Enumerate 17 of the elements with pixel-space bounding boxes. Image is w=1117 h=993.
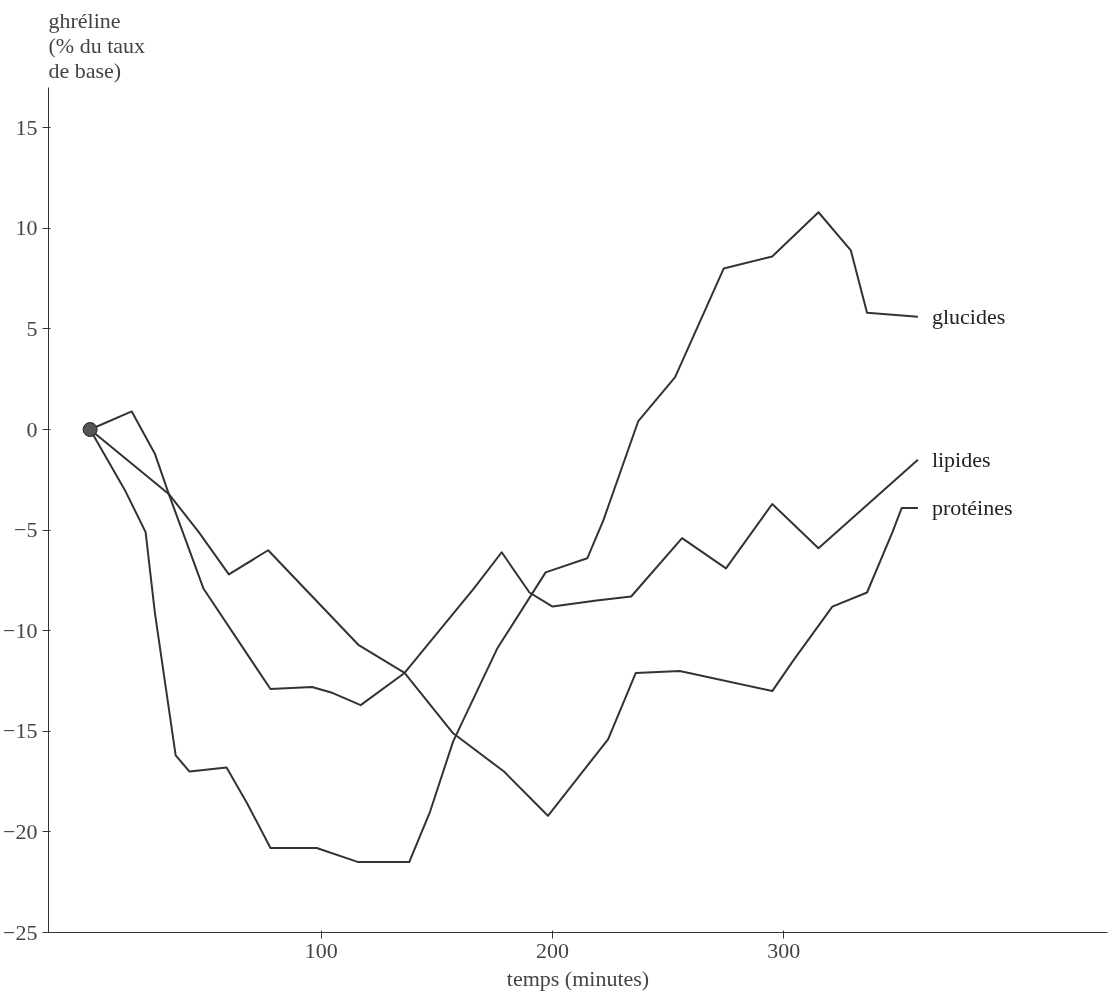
y-tick-label: 15	[15, 114, 38, 140]
y-axis-title: ghréline (% du taux de base)	[48, 7, 146, 83]
y-tick-label: 0	[26, 416, 38, 442]
series-label: glucides	[931, 304, 1006, 330]
x-tick-label: 300	[767, 937, 801, 963]
series-label: protéines	[931, 495, 1013, 521]
x-tick-label: 200	[536, 937, 570, 963]
y-tick-label: −25	[3, 919, 38, 945]
y-tick-label: −5	[14, 517, 38, 543]
y-tick-label: 10	[15, 215, 38, 241]
y-tick-label: 5	[26, 315, 38, 341]
y-tick-label: −15	[3, 718, 38, 744]
series-label: lipides	[931, 447, 991, 473]
x-tick-label: 100	[304, 937, 338, 963]
x-axis-title: temps (minutes)	[506, 965, 650, 991]
y-tick-label: −10	[3, 617, 38, 643]
y-tick-label: −20	[3, 818, 38, 844]
